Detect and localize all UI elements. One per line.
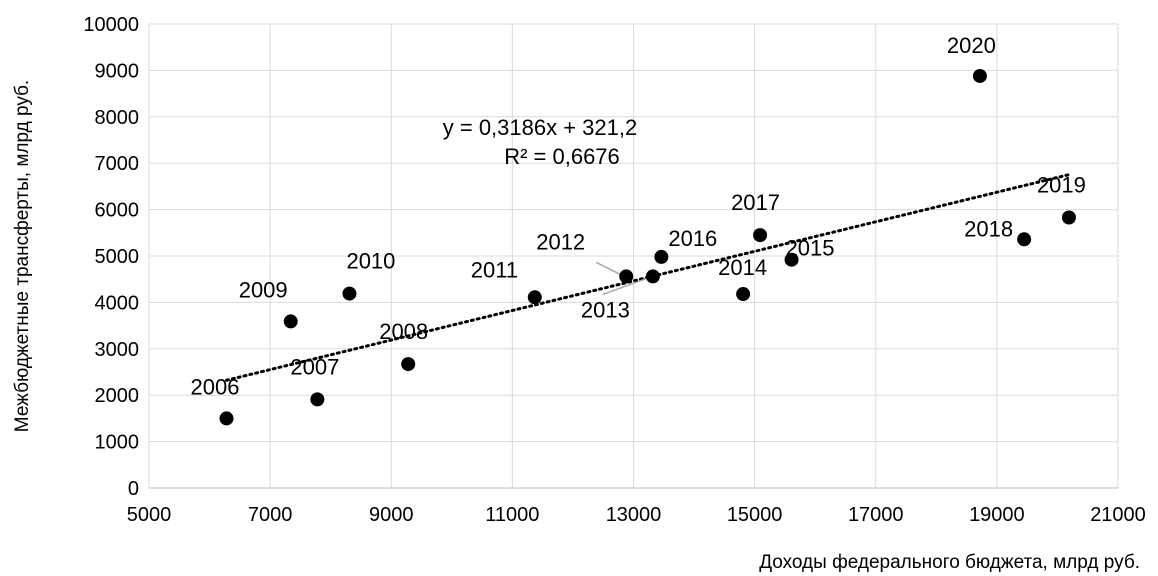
y-tick-label: 10000 — [83, 14, 139, 36]
leader-line-2012 — [595, 261, 621, 276]
data-point-2008 — [401, 357, 416, 372]
data-point-2018 — [1017, 232, 1032, 247]
x-tick-label: 13000 — [606, 504, 662, 526]
data-point-2020 — [972, 68, 987, 83]
y-tick-label: 1000 — [95, 432, 140, 454]
data-point-2016 — [654, 249, 669, 264]
data-point-2013 — [645, 269, 660, 284]
x-tick-label: 7000 — [248, 504, 293, 526]
y-axis-label: Межбюджетные трансферты, млрд руб. — [12, 80, 33, 432]
point-labels: 2006 2007 2008 2009 2010 2011 2012 2013 2014 2015… — [191, 33, 1086, 399]
data-point-2006 — [219, 411, 234, 426]
x-tick-label: 15000 — [727, 504, 783, 526]
y-tick-labels: 0 1000 2000 3000 4000 5000 6000 7000 8000 9000 100… — [83, 14, 139, 500]
point-label-2010: 2010 — [346, 249, 395, 274]
data-point-2014 — [736, 287, 751, 302]
trendline-r-squared: R² = 0,6676 — [504, 144, 620, 169]
data-point-2017 — [753, 228, 768, 243]
y-tick-label: 0 — [128, 478, 139, 500]
point-label-2016: 2016 — [668, 226, 717, 251]
y-tick-label: 5000 — [95, 246, 140, 268]
point-label-2012: 2012 — [536, 229, 585, 254]
y-tick-label: 4000 — [95, 292, 140, 314]
data-point-2015 — [784, 252, 799, 267]
x-tick-label: 17000 — [848, 504, 904, 526]
x-tick-label: 5000 — [127, 504, 172, 526]
data-point-2007 — [310, 392, 325, 407]
y-tick-label: 3000 — [95, 339, 140, 361]
y-tick-label: 6000 — [95, 200, 140, 222]
point-label-2006: 2006 — [191, 374, 240, 399]
data-point-2009 — [283, 314, 298, 329]
data-point-2019 — [1061, 210, 1076, 225]
gridlines — [148, 23, 1119, 489]
data-point-2010 — [342, 286, 357, 301]
y-tick-label: 8000 — [95, 107, 140, 129]
y-tick-label: 9000 — [95, 60, 140, 82]
point-label-2017: 2017 — [731, 190, 780, 215]
y-tick-label: 7000 — [95, 153, 140, 175]
x-axis-label: Доходы федерального бюджета, млрд руб. — [759, 552, 1140, 573]
y-tick-label: 2000 — [95, 385, 140, 407]
trendline-equation: y = 0,3186x + 321,2 — [443, 115, 638, 140]
point-label-2018: 2018 — [964, 216, 1013, 241]
x-tick-label: 21000 — [1090, 504, 1146, 526]
point-label-2014: 2014 — [718, 255, 767, 280]
data-points — [219, 68, 1076, 426]
point-label-2007: 2007 — [290, 354, 339, 379]
point-label-2008: 2008 — [379, 319, 428, 344]
data-point-2011 — [527, 290, 542, 305]
leader-lines — [595, 261, 648, 296]
point-label-2015: 2015 — [786, 236, 835, 261]
point-label-2019: 2019 — [1037, 172, 1086, 197]
leader-line-2013 — [602, 277, 648, 296]
x-tick-label: 9000 — [369, 504, 414, 526]
x-tick-label: 19000 — [969, 504, 1025, 526]
point-label-2020: 2020 — [947, 33, 996, 58]
x-tick-label: 11000 — [485, 504, 539, 526]
point-label-2009: 2009 — [239, 277, 288, 302]
data-point-2012 — [619, 269, 634, 284]
point-label-2011: 2011 — [471, 257, 518, 282]
point-label-2013: 2013 — [581, 297, 630, 322]
x-tick-labels: 5000 7000 9000 11000 13000 15000 17000 19000 210… — [127, 504, 1146, 526]
